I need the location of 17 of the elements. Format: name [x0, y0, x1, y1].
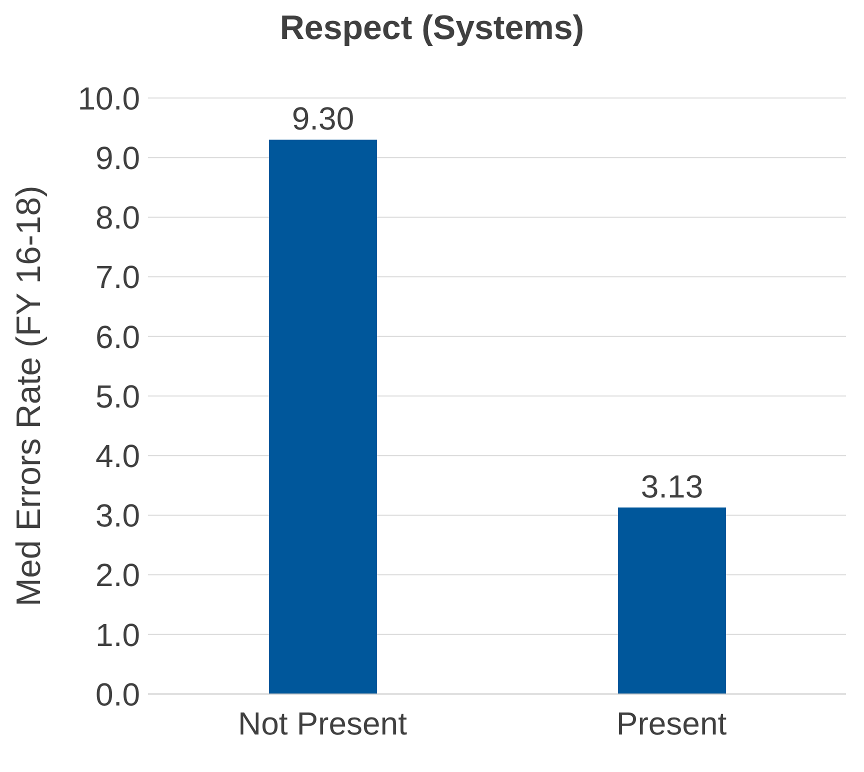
y-tick-label: 9.0	[96, 140, 140, 176]
y-tick-label: 1.0	[96, 616, 140, 653]
chart-title: Respect (Systems)	[278, 8, 586, 48]
y-tick-label: 2.0	[96, 557, 140, 594]
x-tick-label: Present	[616, 706, 727, 742]
y-tick-label: 7.0	[96, 259, 140, 296]
y-tick-label: 5.0	[96, 378, 140, 414]
x-tick-label: Not Present	[238, 706, 408, 742]
y-tick-label: 10.0	[78, 80, 140, 116]
y-tick-label: 4.0	[96, 438, 140, 474]
data-label: 9.30	[292, 100, 354, 137]
y-tick-label: 0.0	[96, 676, 140, 712]
y-tick-label: 6.0	[96, 318, 140, 355]
y-tick-label: 8.0	[96, 200, 140, 236]
y-tick-label: 3.0	[96, 498, 140, 534]
data-label: 3.13	[640, 468, 704, 504]
y-axis-title: Med Errors Rate (FY 16-18)	[10, 186, 48, 606]
